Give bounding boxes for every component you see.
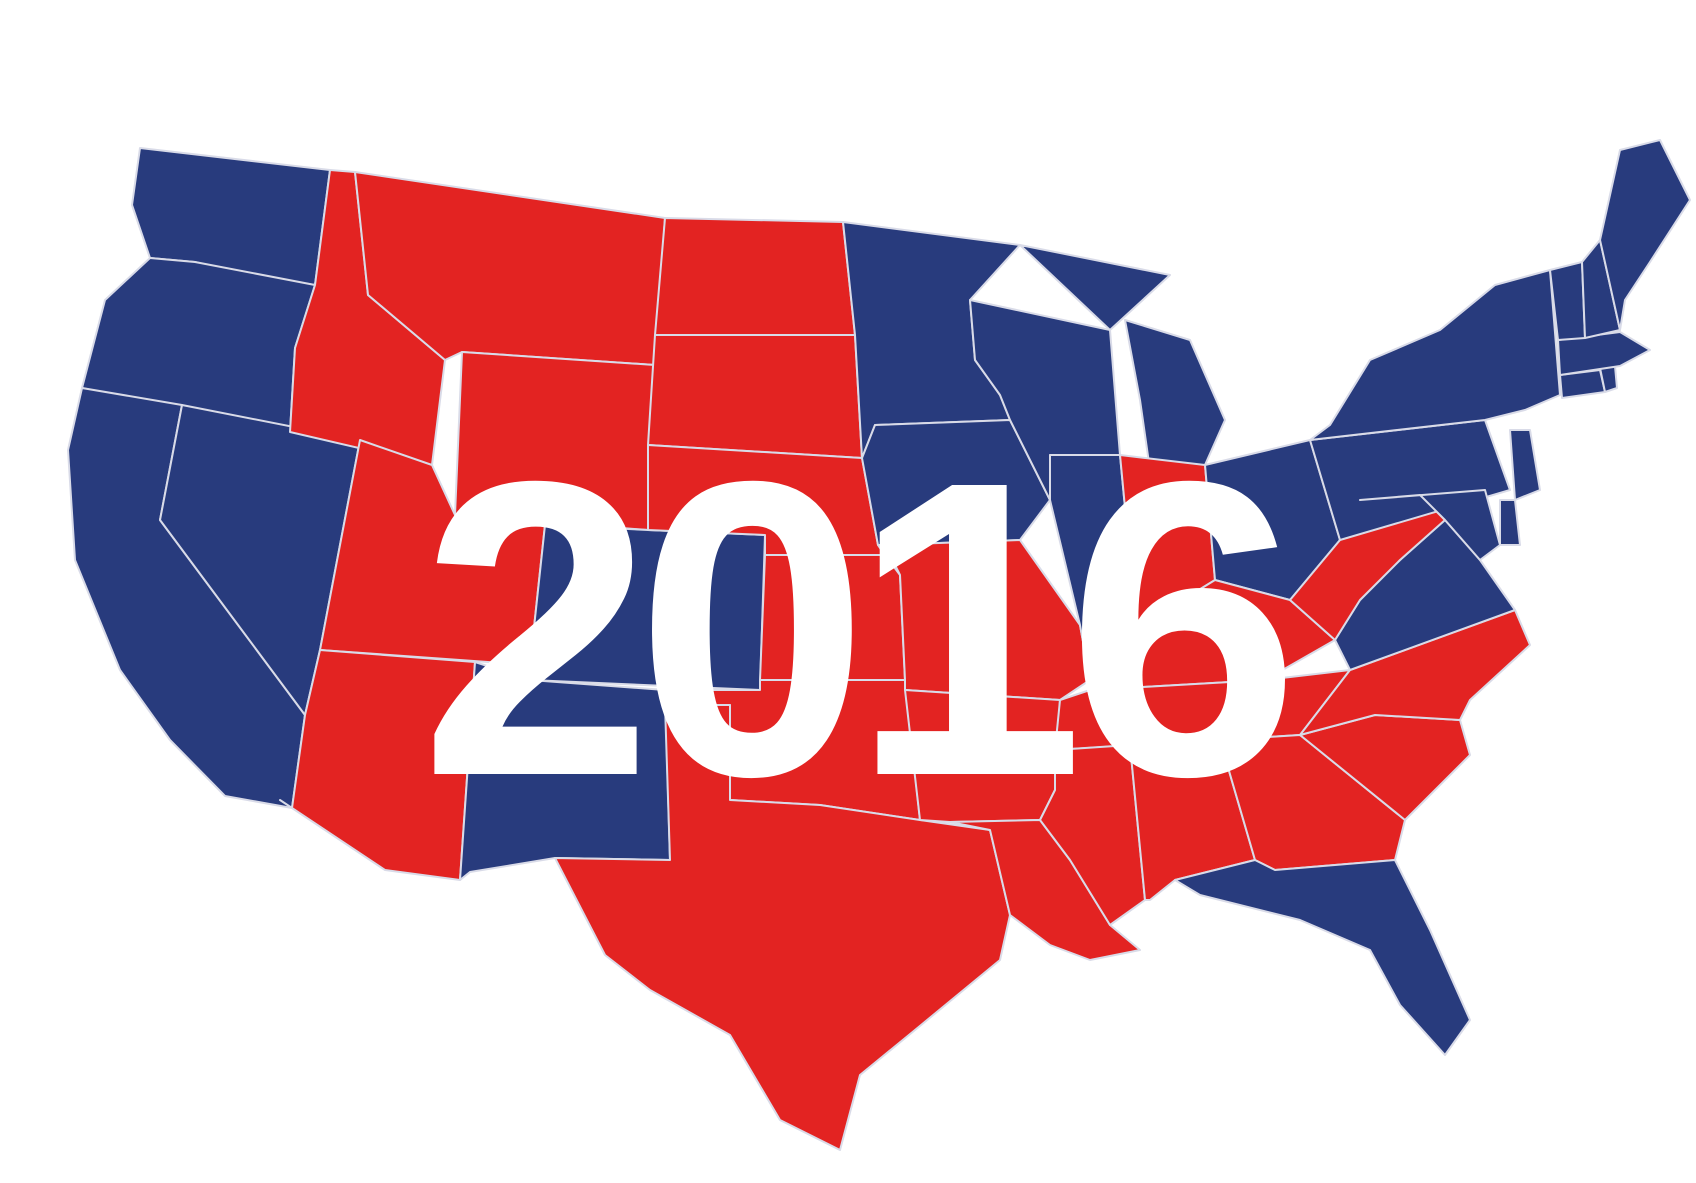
state-maine xyxy=(1599,139,1691,331)
state-arkansas xyxy=(904,689,1061,823)
state-kansas xyxy=(759,554,906,681)
state-delaware xyxy=(1499,499,1521,546)
state-new-mexico xyxy=(459,661,671,881)
state-colorado xyxy=(529,524,766,691)
state-missouri xyxy=(884,539,1091,701)
state-new-york xyxy=(1309,269,1561,441)
state-new-jersey xyxy=(1509,429,1541,501)
state-maryland xyxy=(1359,489,1501,561)
state-florida xyxy=(1174,859,1471,1056)
state-texas xyxy=(554,704,1011,1151)
states-layer xyxy=(67,139,1691,1151)
state-south-dakota xyxy=(647,334,863,459)
state-north-dakota xyxy=(654,217,856,336)
state-wyoming xyxy=(454,351,656,531)
